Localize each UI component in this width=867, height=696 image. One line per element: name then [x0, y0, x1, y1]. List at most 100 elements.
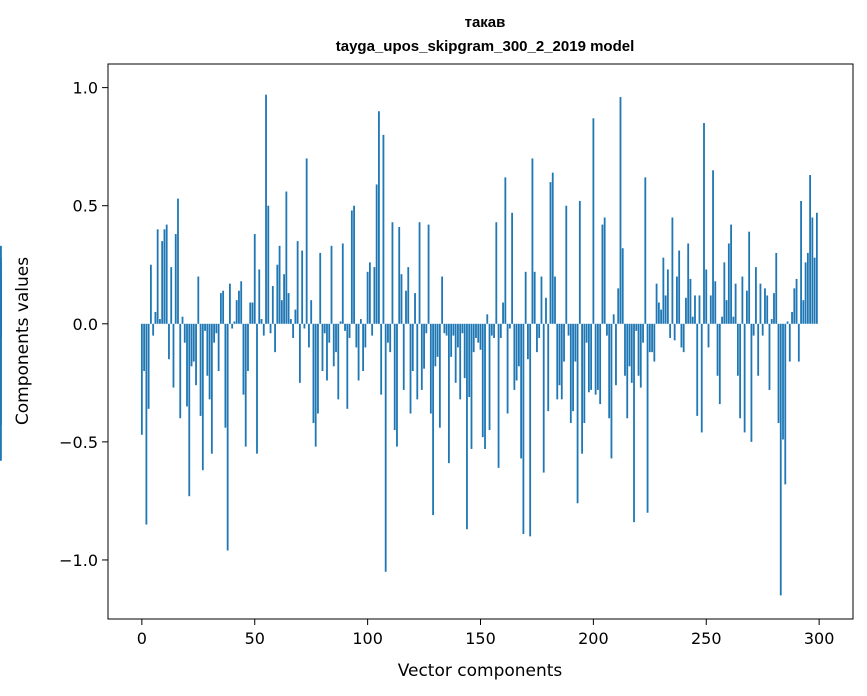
bar-297: [811, 217, 814, 324]
bar-92: [348, 323, 351, 338]
bar-156: [493, 323, 495, 338]
bar-127: [427, 224, 430, 324]
bar-101: [368, 262, 371, 324]
bar-186: [560, 323, 563, 400]
bar-103: [373, 267, 376, 324]
bar-123: [418, 222, 421, 324]
bar-291: [797, 323, 800, 362]
bar-undefined: [0, 323, 2, 338]
bar-21: [188, 323, 191, 497]
bar-32: [213, 323, 216, 343]
x-tick-label: 150: [465, 629, 496, 648]
bar-114: [398, 226, 401, 324]
bar-86: [335, 323, 337, 353]
bar-38: [226, 323, 229, 551]
bar-93: [350, 210, 353, 324]
bar-71: [301, 250, 304, 324]
bar-255: [716, 323, 719, 376]
bar-51: [256, 323, 258, 454]
bar-228: [655, 283, 658, 324]
bar-252: [709, 295, 712, 324]
bar-171: [527, 323, 529, 360]
bar-183: [554, 276, 556, 324]
bar-57: [269, 323, 272, 334]
bar-83: [328, 323, 331, 343]
bar-68: [294, 309, 297, 324]
bar-113: [396, 323, 398, 447]
bar-19: [183, 323, 186, 343]
bar-84: [330, 245, 333, 324]
bar-201: [594, 323, 597, 395]
bar-104: [375, 184, 378, 324]
bar-295: [806, 252, 809, 324]
bar-39: [229, 283, 231, 324]
bar-138: [452, 323, 455, 336]
bar-180: [547, 323, 550, 412]
bar-243: [689, 278, 692, 324]
bar-11: [165, 224, 168, 324]
bar-77: [314, 323, 317, 447]
bar-140: [457, 323, 459, 348]
bar-75: [310, 300, 313, 324]
bar-247: [698, 295, 701, 324]
bar-215: [626, 323, 629, 419]
bar-289: [793, 288, 796, 324]
bar-221: [639, 323, 642, 388]
bar-237: [676, 276, 678, 324]
bar-6: [154, 311, 157, 324]
bar-231: [662, 257, 665, 324]
bar-244: [691, 316, 694, 324]
bar-212: [619, 97, 622, 324]
bar-222: [642, 323, 644, 343]
bar-152: [484, 323, 486, 449]
bar-284: [782, 323, 784, 440]
bar-225: [648, 323, 651, 353]
bar-76: [312, 323, 315, 423]
x-axis-label: Vector components: [398, 661, 563, 681]
bar-137: [450, 323, 453, 357]
bar-16: [177, 198, 179, 324]
bar-245: [694, 295, 696, 324]
bar-46: [244, 323, 247, 447]
bar-172: [529, 323, 532, 537]
bar-290: [795, 278, 798, 324]
bar-118: [407, 267, 410, 324]
bar-199: [590, 323, 593, 390]
bar-196: [583, 323, 586, 423]
bar-286: [786, 321, 789, 324]
bar-95: [355, 323, 358, 348]
bar-37: [224, 323, 227, 428]
bar-166: [515, 323, 518, 381]
y-tick-label: −0.5: [59, 433, 98, 452]
bar-250: [705, 269, 708, 324]
bar-54: [262, 323, 265, 336]
bar-10: [163, 229, 166, 324]
bar-132: [438, 323, 441, 428]
y-tick-label: 0.5: [73, 197, 98, 216]
bar-205: [603, 217, 606, 324]
bar-165: [513, 323, 516, 390]
bar-121: [414, 293, 416, 324]
bar-159: [499, 323, 502, 338]
bar-81: [323, 323, 326, 334]
bar-4: [149, 264, 152, 324]
bar-265: [739, 323, 742, 419]
bar-48: [249, 302, 252, 324]
bar-220: [637, 323, 640, 376]
bar-253: [712, 170, 714, 324]
bar-5: [152, 323, 155, 336]
bar-209: [612, 314, 615, 324]
bar-111: [391, 222, 394, 324]
bar-155: [490, 323, 493, 336]
bar-175: [536, 323, 538, 353]
bar-128: [429, 323, 432, 414]
bar-177: [540, 276, 543, 324]
bar-269: [748, 231, 751, 324]
bar-110: [389, 323, 392, 353]
y-axis-ticks: −1.0 −0.5 0.0 0.5 1.0: [59, 79, 108, 570]
bar-239: [680, 323, 683, 348]
bar-162: [506, 323, 509, 414]
y-tick-label: 0.0: [73, 315, 98, 334]
bar-15: [174, 234, 177, 324]
bar-141: [459, 323, 462, 400]
